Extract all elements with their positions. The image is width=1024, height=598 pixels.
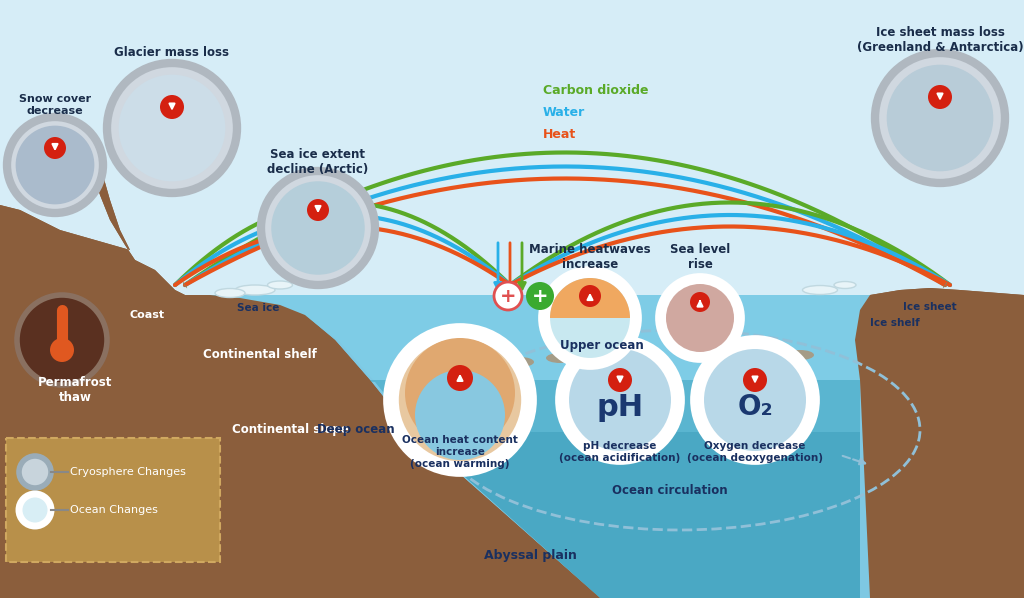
Circle shape [119, 75, 225, 181]
Text: Abyssal plain: Abyssal plain [483, 548, 577, 562]
Polygon shape [185, 295, 1024, 598]
Ellipse shape [234, 285, 275, 295]
Text: Permafrost
thaw: Permafrost thaw [38, 376, 113, 404]
Text: Ice sheet: Ice sheet [903, 302, 956, 312]
Ellipse shape [786, 350, 814, 360]
Polygon shape [855, 0, 1024, 598]
Polygon shape [183, 282, 187, 288]
Ellipse shape [803, 285, 838, 294]
Circle shape [695, 340, 815, 460]
Ellipse shape [267, 281, 293, 289]
Circle shape [447, 365, 473, 391]
Text: +: + [531, 286, 548, 306]
Circle shape [19, 494, 51, 526]
Text: Ocean circulation: Ocean circulation [612, 484, 728, 496]
Text: Oxygen decrease
(ocean deoxygenation): Oxygen decrease (ocean deoxygenation) [687, 441, 823, 463]
Circle shape [307, 199, 329, 221]
Text: Ice sheet mass loss
(Greenland & Antarctica): Ice sheet mass loss (Greenland & Antarct… [857, 26, 1023, 54]
Circle shape [690, 292, 710, 312]
Circle shape [543, 271, 637, 365]
Circle shape [526, 282, 554, 310]
Polygon shape [855, 0, 1024, 598]
Circle shape [705, 349, 806, 451]
Circle shape [406, 338, 515, 448]
Text: Sea ice extent
decline (Arctic): Sea ice extent decline (Arctic) [267, 148, 369, 176]
Text: Sea level
rise: Sea level rise [670, 243, 730, 271]
Ellipse shape [506, 357, 534, 367]
Polygon shape [190, 295, 860, 598]
Text: Snow cover
decrease: Snow cover decrease [18, 94, 91, 116]
Polygon shape [415, 432, 860, 598]
Text: Marine heatwaves
increase: Marine heatwaves increase [529, 243, 651, 271]
Text: Carbon dioxide: Carbon dioxide [543, 84, 648, 96]
Polygon shape [183, 282, 187, 288]
Polygon shape [507, 282, 513, 288]
Polygon shape [508, 282, 513, 288]
Polygon shape [943, 282, 947, 288]
Ellipse shape [706, 347, 734, 357]
Text: O₂: O₂ [737, 393, 773, 421]
Text: Ocean Changes: Ocean Changes [70, 505, 158, 515]
Circle shape [550, 278, 630, 358]
Circle shape [608, 368, 632, 392]
Ellipse shape [456, 351, 484, 361]
FancyBboxPatch shape [6, 438, 220, 562]
Polygon shape [508, 282, 512, 288]
Text: Continental shelf: Continental shelf [203, 349, 317, 362]
Circle shape [874, 53, 1005, 183]
Polygon shape [80, 120, 100, 165]
Circle shape [494, 282, 522, 310]
Circle shape [19, 456, 51, 488]
Text: pH decrease
(ocean acidification): pH decrease (ocean acidification) [559, 441, 681, 463]
Circle shape [160, 95, 184, 119]
Circle shape [560, 340, 680, 460]
Circle shape [569, 349, 671, 451]
Wedge shape [550, 278, 630, 318]
Circle shape [887, 65, 993, 171]
Text: Heat: Heat [543, 127, 577, 141]
Text: Sea ice: Sea ice [237, 303, 280, 313]
Circle shape [106, 63, 237, 193]
Circle shape [50, 338, 74, 362]
Circle shape [928, 85, 952, 109]
Text: Ocean heat content
increase
(ocean warming): Ocean heat content increase (ocean warmi… [402, 435, 518, 469]
Circle shape [271, 181, 365, 274]
Text: Cryosphere Changes: Cryosphere Changes [70, 467, 186, 477]
Circle shape [44, 137, 66, 159]
Text: Ice shelf: Ice shelf [870, 318, 920, 328]
Circle shape [415, 370, 505, 460]
Circle shape [579, 285, 601, 307]
Text: Coast: Coast [130, 310, 165, 320]
Text: +: + [500, 286, 516, 306]
Circle shape [17, 295, 106, 385]
Circle shape [7, 117, 103, 213]
Ellipse shape [746, 353, 774, 363]
Text: Deep ocean: Deep ocean [317, 423, 395, 437]
Polygon shape [350, 380, 860, 598]
Polygon shape [943, 282, 947, 288]
Text: Water: Water [543, 105, 586, 118]
Text: Upper ocean: Upper ocean [560, 338, 644, 352]
Polygon shape [0, 0, 600, 598]
Polygon shape [0, 0, 600, 598]
Circle shape [15, 126, 94, 205]
Ellipse shape [834, 282, 856, 288]
Circle shape [666, 284, 734, 352]
Ellipse shape [215, 288, 245, 297]
Polygon shape [508, 282, 512, 288]
Text: pH: pH [596, 392, 643, 422]
Polygon shape [185, 295, 870, 598]
Circle shape [660, 278, 740, 358]
Circle shape [398, 339, 521, 461]
Text: Continental slope: Continental slope [231, 423, 348, 437]
Polygon shape [183, 282, 187, 288]
Polygon shape [508, 282, 512, 288]
Polygon shape [943, 282, 947, 288]
Text: Glacier mass loss: Glacier mass loss [115, 45, 229, 59]
Polygon shape [508, 282, 512, 288]
Circle shape [261, 171, 375, 285]
Ellipse shape [546, 353, 574, 363]
Circle shape [388, 328, 532, 472]
Circle shape [743, 368, 767, 392]
